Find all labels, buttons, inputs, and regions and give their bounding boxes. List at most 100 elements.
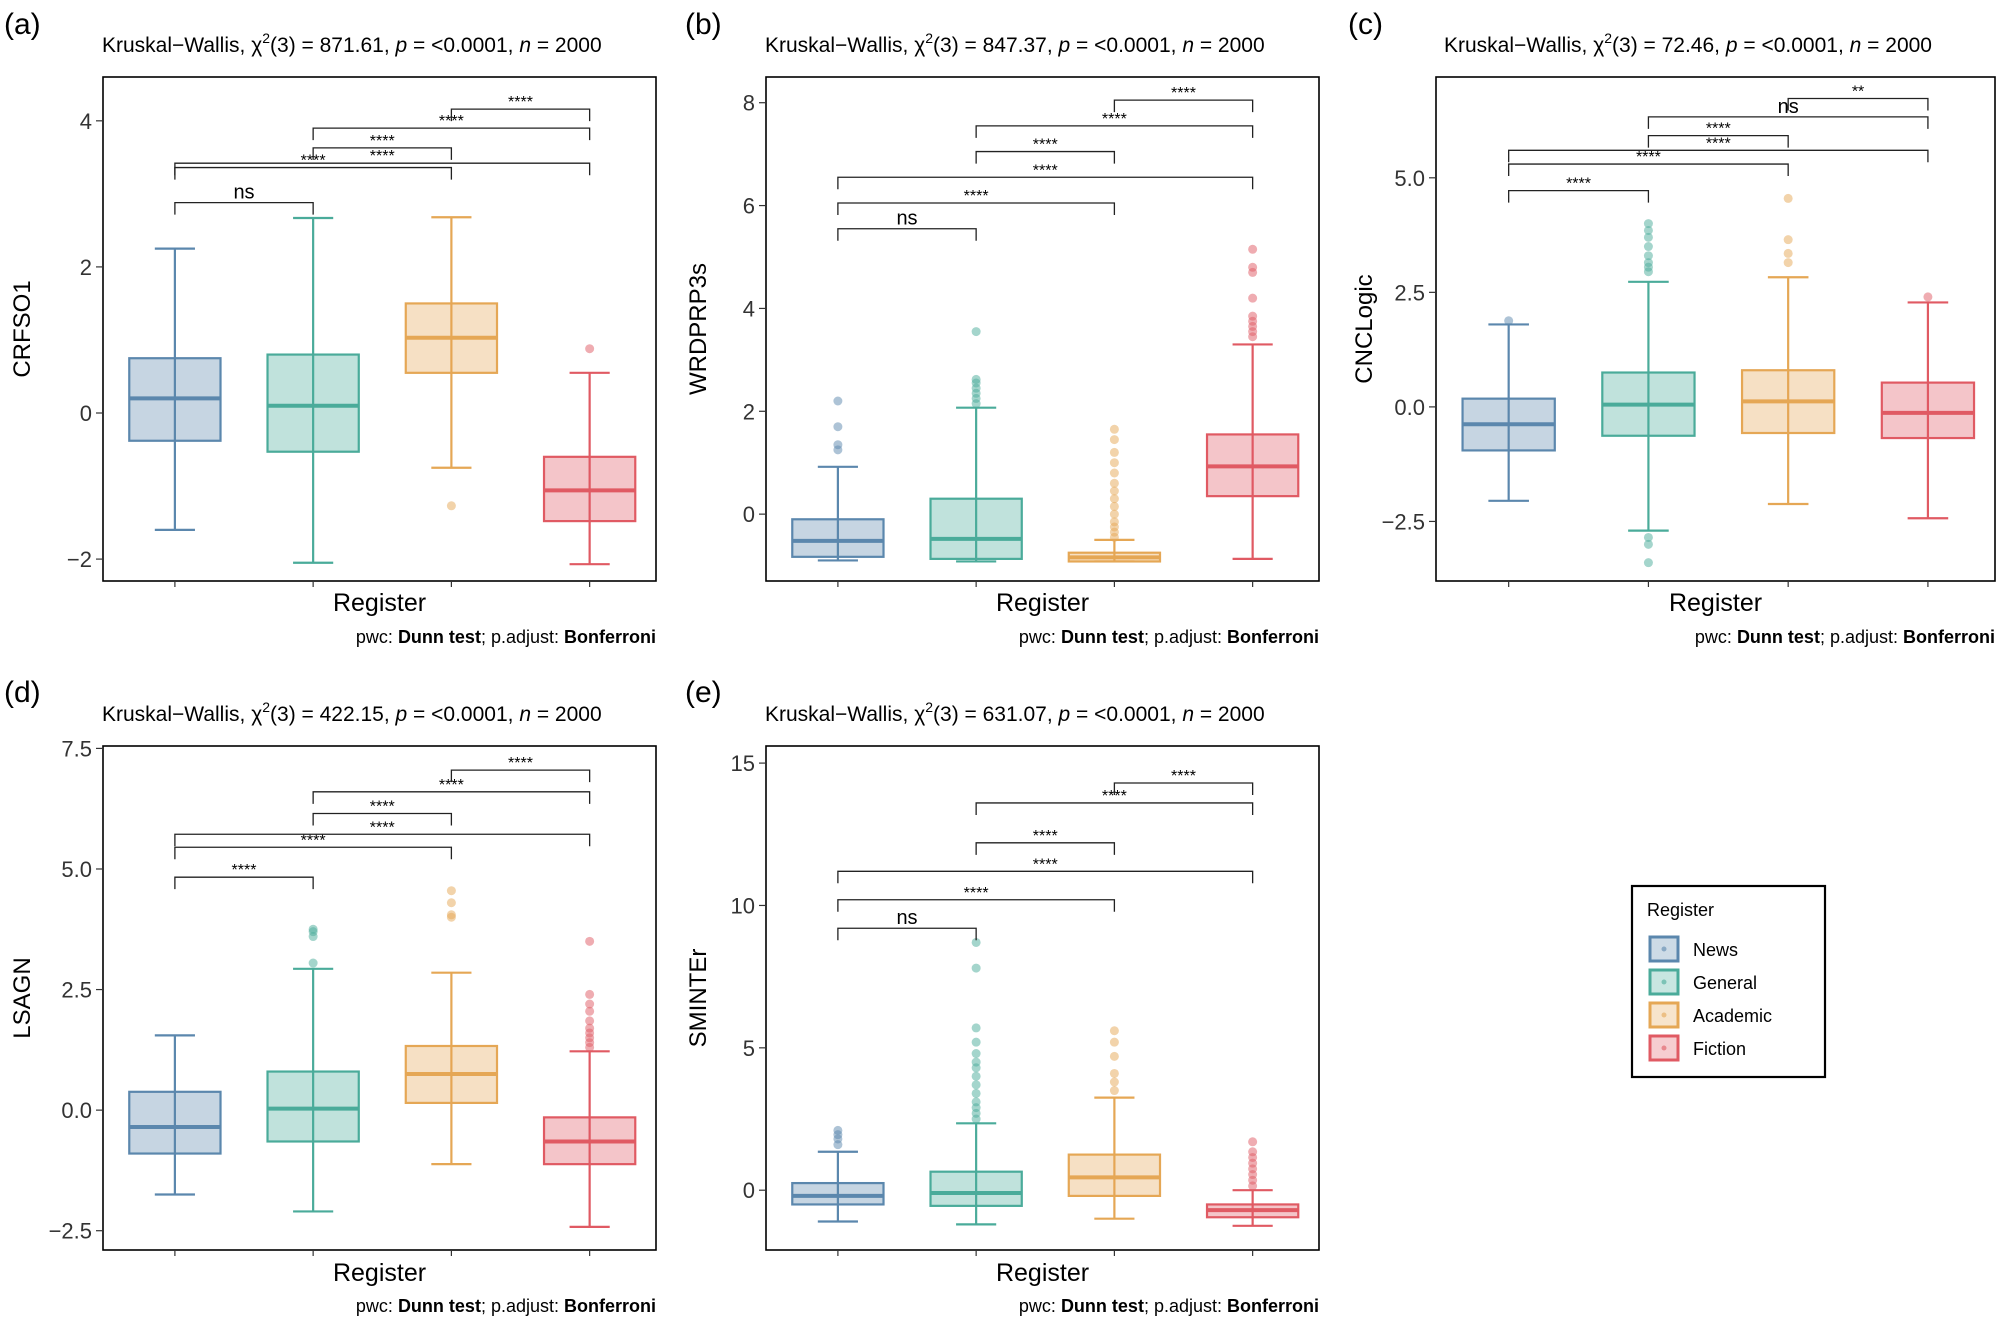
box-body <box>266 353 360 453</box>
comparison-bracket: **** <box>1508 176 1650 203</box>
n-letter: n <box>1850 34 1862 57</box>
outlier-point <box>971 963 981 973</box>
outlier-point <box>1109 1051 1119 1061</box>
n-letter: n <box>519 34 531 57</box>
outlier-point <box>1643 258 1653 268</box>
panel-label: (b) <box>685 8 722 41</box>
x-axis-label: Register <box>333 589 426 617</box>
chi-symbol: χ <box>914 703 925 726</box>
test-name: Kruskal−Wallis, <box>765 703 914 726</box>
caption-test: Dunn test <box>1061 627 1144 647</box>
bracket-line <box>975 842 1116 855</box>
comparison-bracket: **** <box>1647 121 1789 148</box>
bracket-line <box>174 833 591 847</box>
x-axis-label: Register <box>1669 589 1762 617</box>
significance-label: **** <box>1636 149 1661 166</box>
significance-label: **** <box>370 148 395 165</box>
comparison-bracket: **** <box>1508 135 1929 163</box>
outlier-point <box>1109 435 1119 445</box>
significance-label: **** <box>964 188 989 205</box>
bracket-line <box>450 769 591 783</box>
outlier-point <box>1643 539 1653 549</box>
y-axis-label: SMINTEr <box>685 949 712 1048</box>
chi-symbol: χ <box>251 34 262 57</box>
outlier-point <box>833 396 843 406</box>
caption: pwc: Dunn test; p.adjust: Bonferroni <box>1019 1296 1319 1316</box>
test-title: Kruskal−Wallis, χ2(3) = 847.37, p = <0.0… <box>765 30 1265 57</box>
box-body <box>791 518 885 558</box>
significance-label: **** <box>1033 856 1058 873</box>
box-body <box>929 497 1023 560</box>
bracket-line <box>312 812 453 826</box>
legend-item-news: News <box>1648 935 1738 963</box>
panel-label: (c) <box>1348 8 1383 41</box>
outlier-point <box>1109 424 1119 434</box>
caption: pwc: Dunn test; p.adjust: Bonferroni <box>1695 627 1995 647</box>
legend-item-academic: Academic <box>1648 1001 1772 1029</box>
outlier-point <box>1643 532 1653 542</box>
outlier-point <box>971 937 981 947</box>
comparison-bracket: **** <box>975 137 1116 164</box>
significance-label: **** <box>301 153 326 170</box>
box-fiction <box>542 936 637 1228</box>
bracket-line <box>975 125 1254 138</box>
comparison-bracket: **** <box>975 828 1116 855</box>
bracket-line <box>1508 149 1929 163</box>
test-title: Kruskal−Wallis, χ2(3) = 871.61, p = <0.0… <box>102 30 602 57</box>
significance-label: ** <box>1852 84 1864 101</box>
outlier-point <box>1783 258 1793 268</box>
box-body <box>791 1181 885 1206</box>
legend-swatch <box>1648 968 1680 996</box>
p-value: = <0.0001, <box>1070 34 1182 57</box>
bracket-line <box>837 927 977 941</box>
outlier-point <box>971 327 981 337</box>
y-tick-label: 4 <box>80 109 92 134</box>
outlier-point <box>585 936 595 946</box>
bracket-line <box>1647 116 1929 129</box>
outlier-point <box>1109 468 1119 478</box>
comparison-bracket: **** <box>312 133 453 160</box>
bracket-line <box>312 127 591 141</box>
outlier-point <box>1923 292 1933 302</box>
box-academic <box>404 886 499 1166</box>
outlier-point <box>308 958 318 968</box>
comparison-bracket: **** <box>174 819 591 847</box>
y-tick-label: −2.5 <box>49 1219 92 1244</box>
comparison-bracket: **** <box>837 885 1116 912</box>
box-general <box>929 327 1023 563</box>
legend: Register News General Academic Fiction <box>1630 884 1827 1079</box>
chi-exponent: 2 <box>925 699 933 715</box>
outlier-point <box>833 422 843 432</box>
box-general <box>929 937 1023 1226</box>
caption-mid: ; p.adjust: <box>1144 627 1227 647</box>
caption-mid: ; p.adjust: <box>481 1296 564 1316</box>
legend-swatch-dot <box>1661 946 1667 952</box>
significance-label: ns <box>233 182 254 204</box>
outlier-point <box>1109 1068 1119 1078</box>
significance-label: **** <box>1706 135 1731 152</box>
outlier-point <box>1783 248 1793 258</box>
bracket-line <box>174 876 314 890</box>
outlier-point <box>1248 262 1258 272</box>
y-tick-label: 10 <box>731 893 755 918</box>
box-fiction <box>1205 244 1300 560</box>
y-tick-label: 2 <box>80 255 92 280</box>
outlier-point <box>1643 251 1653 261</box>
plot-frame <box>765 745 1320 1251</box>
significance-label: **** <box>1171 768 1196 785</box>
legend-item-fiction: Fiction <box>1648 1034 1746 1062</box>
bracket-line <box>837 202 1116 215</box>
outlier-point <box>971 1049 981 1059</box>
bracket-line <box>837 899 1116 912</box>
comparison-bracket: **** <box>174 862 314 890</box>
outlier-point <box>971 1088 981 1098</box>
significance-label: **** <box>1033 162 1058 179</box>
legend-label: Fiction <box>1693 1039 1746 1059</box>
outlier-point <box>1109 501 1119 511</box>
bracket-line <box>174 201 314 215</box>
caption-mid: ; p.adjust: <box>1820 627 1903 647</box>
y-axis-label: WRDPRP3s <box>685 263 712 395</box>
bracket-line <box>1113 99 1254 113</box>
y-tick-label: 5.0 <box>61 857 92 882</box>
caption-adjust: Bonferroni <box>564 627 656 647</box>
